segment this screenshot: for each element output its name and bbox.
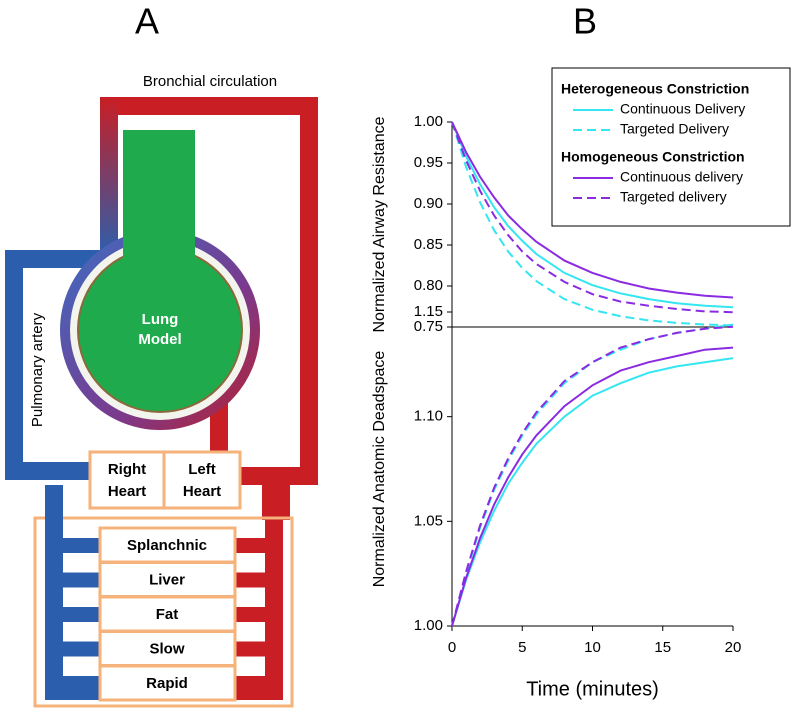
series-line	[451, 121, 734, 314]
x-tick-label: 0	[448, 639, 456, 656]
x-tick-label: 15	[654, 639, 671, 656]
organ-box	[98, 664, 237, 702]
vessel	[100, 97, 318, 115]
vessel	[62, 572, 102, 588]
vessel	[262, 470, 290, 520]
y-tick-label: 0.75	[414, 318, 443, 335]
vessel	[233, 538, 267, 553]
organ-label: Splanchnic	[127, 537, 207, 554]
y-tick-label: 1.00	[414, 113, 443, 130]
vessel	[45, 485, 63, 700]
panel-label: A	[135, 1, 159, 42]
heart-label: Right	[108, 461, 146, 478]
legend-label: Targeted delivery	[620, 189, 727, 205]
charts: 1.00 0.95 0.90 0.85 0.80 0.75 Normalized Airwa…	[371, 67, 791, 700]
vessel	[233, 676, 267, 691]
y-tick-label: 1.15	[414, 303, 443, 320]
series-line	[451, 357, 734, 627]
legend-group: Homogeneous Constriction	[561, 149, 745, 165]
series-line	[451, 121, 734, 299]
x-tick-label: 10	[584, 639, 601, 656]
diagram: Lung Model Bronchial circulation Pulmona…	[5, 73, 318, 708]
x-tick-label: 5	[518, 639, 526, 656]
panel-label: B	[573, 1, 597, 42]
legend-group: Heterogeneous Constriction	[561, 81, 749, 97]
vessel	[233, 607, 267, 622]
organ-label: Liver	[149, 571, 185, 588]
organ-label: Slow	[149, 640, 184, 657]
y-axis-label: Normalized Anatomic Deadspace	[371, 351, 388, 588]
legend-box	[551, 67, 791, 227]
vessel	[5, 250, 100, 480]
vessel	[265, 520, 283, 700]
vessel	[62, 538, 102, 553]
diagram-label: Bronchial circulation	[143, 73, 277, 90]
series-line	[451, 323, 734, 627]
y-tick-label: 0.85	[414, 236, 443, 253]
axis	[451, 312, 733, 627]
series-line	[451, 325, 734, 627]
organ-box	[98, 595, 237, 633]
series-line	[451, 346, 734, 627]
x-tick-label: 20	[725, 639, 742, 656]
legend-label: Targeted Delivery	[620, 121, 729, 137]
legend-label: Continuous Delivery	[620, 101, 745, 117]
y-axis-label: Normalized Airway Resistance	[371, 116, 388, 332]
y-tick-label: 0.95	[414, 154, 443, 171]
vessel	[233, 572, 267, 588]
organ-label: Fat	[156, 606, 179, 623]
legend-label: Continuous delivery	[620, 169, 743, 185]
lung-label: Lung	[142, 311, 179, 328]
heart-label: Heart	[183, 483, 221, 500]
heart-label: Heart	[108, 483, 146, 500]
y-tick-label: 1.10	[414, 408, 443, 425]
organ-box	[98, 630, 237, 667]
y-tick-label: 0.80	[414, 277, 443, 294]
lung-label: Model	[138, 331, 181, 348]
systemic-box	[33, 516, 294, 708]
diagram-label: Pulmonary artery	[29, 312, 46, 427]
organs: Splanchnic Liver Fat Slow Rapid	[62, 526, 267, 702]
x-axis-label: Time (minutes)	[526, 678, 659, 700]
vessel	[62, 641, 102, 657]
y-tick-label: 1.05	[414, 512, 443, 529]
y-tick-label: 1.00	[414, 617, 443, 634]
y-tick-label: 0.90	[414, 195, 443, 212]
vessel	[233, 641, 267, 657]
vessel	[62, 676, 102, 691]
heart-label: Left	[188, 461, 216, 478]
series-line	[451, 121, 734, 309]
organ-label: Rapid	[146, 675, 188, 692]
vessel	[100, 97, 118, 257]
vessel	[300, 97, 318, 485]
series-line	[451, 121, 734, 327]
vessel	[62, 607, 102, 622]
trachea	[123, 130, 195, 270]
